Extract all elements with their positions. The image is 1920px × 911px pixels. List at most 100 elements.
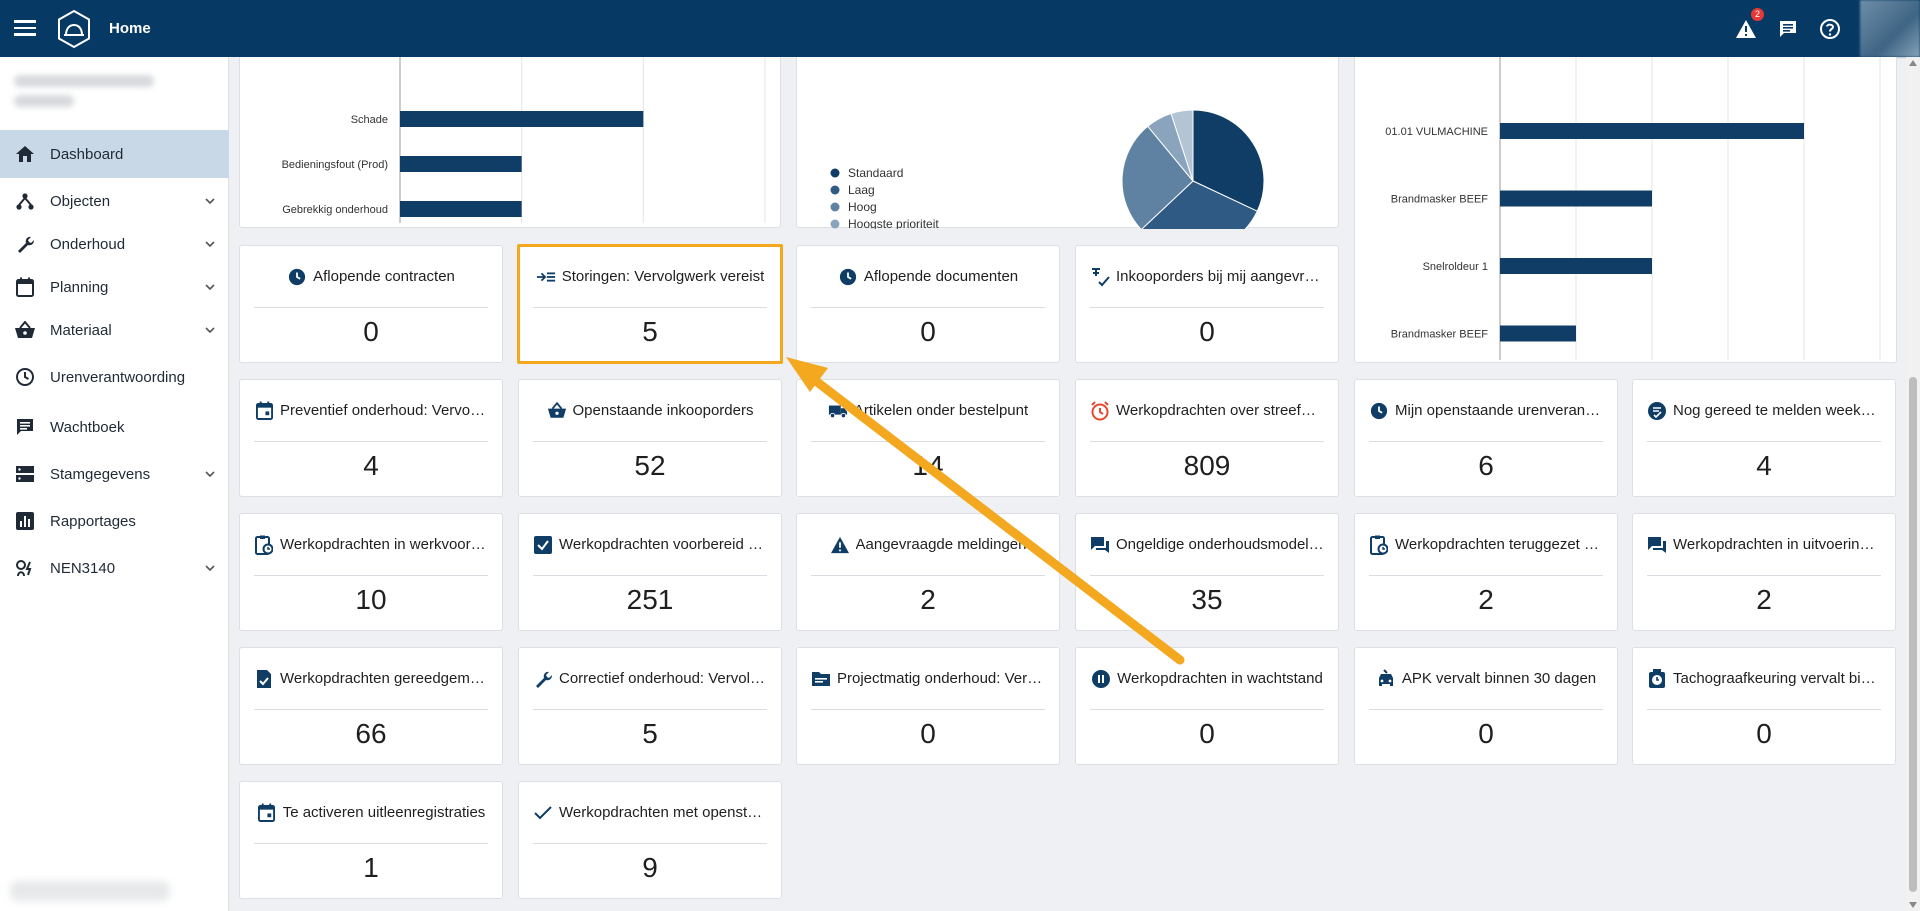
kpi-tile[interactable]: APK vervalt binnen 30 dagen 0 bbox=[1354, 647, 1618, 765]
sidebar-item-rapportages[interactable]: Rapportages bbox=[0, 497, 229, 545]
electric-icon bbox=[14, 557, 36, 579]
basket-icon bbox=[14, 319, 36, 341]
kpi-tile-header: APK vervalt binnen 30 dagen bbox=[1369, 648, 1603, 710]
kpi-tile[interactable]: Mijn openstaande urenverant… 6 bbox=[1354, 379, 1618, 497]
kpi-tile[interactable]: Werkopdrachten in wachtstand 0 bbox=[1075, 647, 1339, 765]
kpi-tile[interactable]: Artikelen onder bestelpunt 14 bbox=[796, 379, 1060, 497]
kpi-tile[interactable]: Nog gereed te melden weekst… 4 bbox=[1632, 379, 1896, 497]
kpi-tile[interactable]: Inkooporders bij mij aangevra… 0 bbox=[1075, 245, 1339, 363]
kpi-tile[interactable]: Preventief onderhoud: Vervol… 4 bbox=[239, 379, 503, 497]
legend-marker bbox=[830, 168, 840, 178]
legend-marker bbox=[830, 202, 840, 212]
clipboard-clock-icon bbox=[254, 535, 274, 555]
kpi-tile-header: Ongeldige onderhoudsmodell… bbox=[1090, 514, 1324, 576]
kpi-tile-value: 0 bbox=[1478, 718, 1494, 749]
bar bbox=[400, 111, 644, 127]
chat-icon[interactable] bbox=[1776, 17, 1800, 41]
bar bbox=[1500, 190, 1652, 207]
kpi-tile[interactable]: Projectmatig onderhoud: Verv… 0 bbox=[796, 647, 1060, 765]
kpi-tile-value: 2 bbox=[1756, 584, 1772, 615]
scroll-thumb[interactable] bbox=[1909, 377, 1917, 892]
chart-icon bbox=[14, 510, 36, 532]
scroll-down-arrow[interactable] bbox=[1909, 902, 1917, 908]
sidebar-item-dashboard[interactable]: Dashboard bbox=[0, 130, 229, 178]
bar bbox=[1500, 123, 1804, 139]
kpi-tile[interactable]: Werkopdrachten in uitvoering … 2 bbox=[1632, 513, 1896, 631]
category-label: Bedieningsfout (Prod) bbox=[282, 159, 388, 171]
kpi-tile-label: Werkopdrachten gereedgemel… bbox=[280, 670, 488, 687]
sidebar-item-label: Wachtboek bbox=[50, 418, 125, 436]
kpi-tile[interactable]: Werkopdrachten gereedgemel… 66 bbox=[239, 647, 503, 765]
kpi-tile-label: Aflopende documenten bbox=[863, 268, 1019, 285]
dashboard-content: 0123SchadeBedieningsfout (Prod)Gebrekkig… bbox=[229, 57, 1899, 911]
kpi-tile-value: 0 bbox=[920, 316, 936, 347]
notification-badge: 2 bbox=[1751, 7, 1764, 21]
forum-icon bbox=[1647, 535, 1667, 555]
kpi-tile-value: 10 bbox=[355, 584, 387, 615]
kpi-tile[interactable]: Storingen: Vervolgwerk vereist 5 bbox=[518, 245, 782, 363]
kpi-tile-value: 9 bbox=[642, 852, 658, 883]
chevron-down-icon[interactable] bbox=[203, 323, 217, 337]
sidebar-item-stamgegevens[interactable]: Stamgegevens bbox=[0, 450, 229, 498]
kpi-tile-label: Aangevraagde meldingen bbox=[855, 536, 1027, 553]
kpi-tile-header: Werkopdrachten voorbereid e… bbox=[533, 514, 767, 576]
legend-marker bbox=[830, 185, 840, 195]
warning-icon[interactable]: 2 bbox=[1734, 7, 1764, 41]
chevron-down-icon[interactable] bbox=[203, 280, 217, 294]
pause-icon bbox=[1091, 669, 1111, 689]
kpi-tile-header: Artikelen onder bestelpunt bbox=[811, 380, 1045, 442]
sidebar-item-planning[interactable]: Planning bbox=[0, 263, 229, 311]
sidebar-item-objecten[interactable]: Objecten bbox=[0, 177, 229, 225]
category-label: Snelroldeur 1 bbox=[1423, 261, 1488, 273]
kpi-tile-label: Openstaande inkooporders bbox=[572, 402, 754, 419]
kpi-tile[interactable]: Werkopdrachten voorbereid e… 251 bbox=[518, 513, 782, 631]
bar bbox=[400, 156, 522, 172]
home-icon bbox=[14, 143, 36, 165]
kpi-tile[interactable]: Tachograafkeuring vervalt bin… 0 bbox=[1632, 647, 1896, 765]
kpi-tile[interactable]: Correctief onderhoud: Vervolg… 5 bbox=[518, 647, 782, 765]
kpi-tile[interactable]: Werkopdrachten in werkvoorb… 10 bbox=[239, 513, 503, 631]
kpi-tile-label: Artikelen onder bestelpunt bbox=[853, 402, 1029, 419]
kpi-tile[interactable]: Ongeldige onderhoudsmodell… 35 bbox=[1075, 513, 1339, 631]
app-logo[interactable] bbox=[56, 9, 92, 49]
chevron-down-icon[interactable] bbox=[203, 467, 217, 481]
kpi-tile[interactable]: Werkopdrachten over streefda… 809 bbox=[1075, 379, 1339, 497]
category-label: 01.01 VULMACHINE bbox=[1385, 126, 1488, 138]
kpi-tile-label: Projectmatig onderhoud: Verv… bbox=[837, 670, 1045, 687]
sidebar-item-onderhoud[interactable]: Onderhoud bbox=[0, 220, 229, 268]
kpi-tile-label: Tachograafkeuring vervalt bin… bbox=[1673, 670, 1881, 687]
chevron-down-icon[interactable] bbox=[203, 194, 217, 208]
vertical-scrollbar[interactable] bbox=[1906, 57, 1920, 911]
approval-icon bbox=[1090, 267, 1110, 287]
kpi-tile-label: Storingen: Vervolgwerk vereist bbox=[561, 268, 765, 285]
chevron-down-icon[interactable] bbox=[203, 237, 217, 251]
chevron-down-icon[interactable] bbox=[203, 561, 217, 575]
kpi-tile-label: Preventief onderhoud: Vervol… bbox=[280, 402, 488, 419]
sidebar-item-nen3140[interactable]: NEN3140 bbox=[0, 544, 229, 592]
kpi-tile-label: Werkopdrachten in uitvoering … bbox=[1673, 536, 1881, 553]
kpi-tile-header: Inkooporders bij mij aangevra… bbox=[1090, 246, 1324, 308]
scroll-up-arrow[interactable] bbox=[1909, 60, 1917, 66]
kpi-tile[interactable]: Aangevraagde meldingen 2 bbox=[796, 513, 1060, 631]
kpi-tile[interactable]: Werkopdrachten met opensta… 9 bbox=[518, 781, 782, 899]
kpi-tile-header: Werkopdrachten in wachtstand bbox=[1090, 648, 1324, 710]
kpi-tile-value: 2 bbox=[920, 584, 936, 615]
kpi-tile[interactable]: Werkopdrachten teruggezet v… 2 bbox=[1354, 513, 1618, 631]
menu-icon[interactable] bbox=[14, 16, 36, 38]
sidebar-item-wachtboek[interactable]: Wachtboek bbox=[0, 403, 229, 451]
help-icon[interactable] bbox=[1818, 17, 1842, 41]
kpi-tile[interactable]: Aflopende documenten 0 bbox=[796, 245, 1060, 363]
kpi-tile-value: 5 bbox=[642, 718, 658, 749]
sidebar-item-urenverantwoording[interactable]: Urenverantwoording bbox=[0, 353, 229, 401]
category-label: Gebrekkig onderhoud bbox=[282, 204, 388, 216]
kpi-tile[interactable]: Aflopende contracten 0 bbox=[239, 245, 503, 363]
kpi-tile[interactable]: Te activeren uitleenregistraties 1 bbox=[239, 781, 503, 899]
pie-slice bbox=[1170, 109, 1194, 182]
sidebar-item-materiaal[interactable]: Materiaal bbox=[0, 306, 229, 354]
kpi-tile-label: Te activeren uitleenregistraties bbox=[282, 804, 486, 821]
kpi-tile[interactable]: Openstaande inkooporders 52 bbox=[518, 379, 782, 497]
legend-label: Standaard bbox=[848, 166, 903, 180]
avatar[interactable] bbox=[1860, 0, 1920, 57]
pie-slice bbox=[1121, 125, 1194, 231]
